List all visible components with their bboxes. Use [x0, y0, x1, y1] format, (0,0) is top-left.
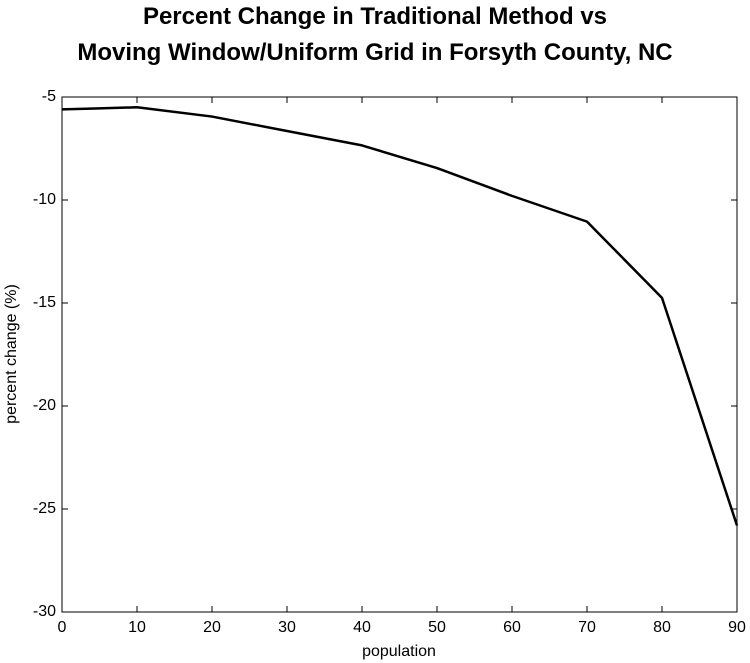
- y-tick-label: -5: [42, 88, 56, 105]
- x-tick-label: 80: [653, 619, 671, 636]
- x-tick-label: 90: [728, 619, 746, 636]
- y-tick-label: -30: [33, 603, 56, 620]
- chart-title: Percent Change in Traditional Method vs M…: [77, 3, 672, 66]
- y-tick-label: -20: [33, 397, 56, 414]
- y-tick-label: -25: [33, 500, 56, 517]
- x-tick-label: 0: [58, 619, 67, 636]
- x-tick-label: 40: [353, 619, 371, 636]
- x-tick-label: 30: [278, 619, 296, 636]
- y-axis-label: percent change (%): [3, 284, 20, 424]
- y-tick-label: -15: [33, 294, 56, 311]
- x-tick-label: 20: [203, 619, 221, 636]
- x-axis-label: population: [362, 643, 436, 660]
- data-line: [61, 106, 739, 526]
- x-tick-label: 50: [428, 619, 446, 636]
- y-tick-label: -10: [33, 191, 56, 208]
- plot-frame: [61, 96, 738, 613]
- x-tick-label: 60: [503, 619, 521, 636]
- x-tick-label: 10: [128, 619, 146, 636]
- x-tick-label: 70: [578, 619, 596, 636]
